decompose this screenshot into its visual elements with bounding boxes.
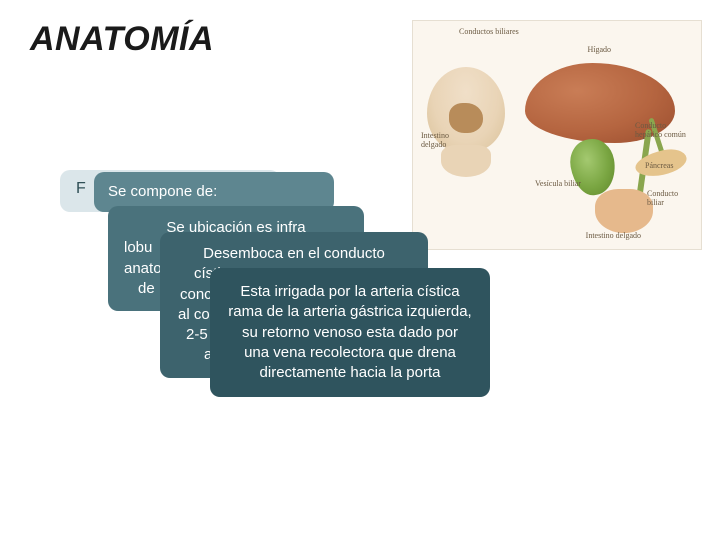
- label-vesicula: Vesícula biliar: [531, 179, 581, 188]
- label-pancreas: Páncreas: [645, 161, 695, 170]
- info-card-4: Esta irrigada por la arteria cística ram…: [210, 268, 490, 397]
- anatomy-illustration: Conductos biliares Intestino delgado Híg…: [412, 20, 702, 250]
- card1-text: Se compone de:: [108, 183, 217, 200]
- card3-line1: Desemboca en el conducto: [176, 244, 412, 264]
- label-conducto-biliar: Conducto biliar: [647, 189, 695, 207]
- torso-icon: [427, 67, 505, 177]
- card4-text: Esta irrigada por la arteria cística ram…: [228, 283, 471, 381]
- label-intestino-sm: Intestino delgado: [421, 131, 461, 149]
- card-pale-letter: F: [76, 180, 86, 198]
- label-conductos-biliares: Conductos biliares: [459, 27, 519, 36]
- label-higado: Hígado: [587, 45, 611, 54]
- page-title: ANATOMÍA: [30, 20, 214, 59]
- label-intestino: Intestino delgado: [586, 231, 641, 240]
- label-conducto-hepatico: Conducto hepático común: [635, 121, 695, 139]
- organs-small-shape: [449, 103, 483, 133]
- pelvis-shape: [441, 145, 491, 177]
- intestine-shape: [595, 189, 653, 233]
